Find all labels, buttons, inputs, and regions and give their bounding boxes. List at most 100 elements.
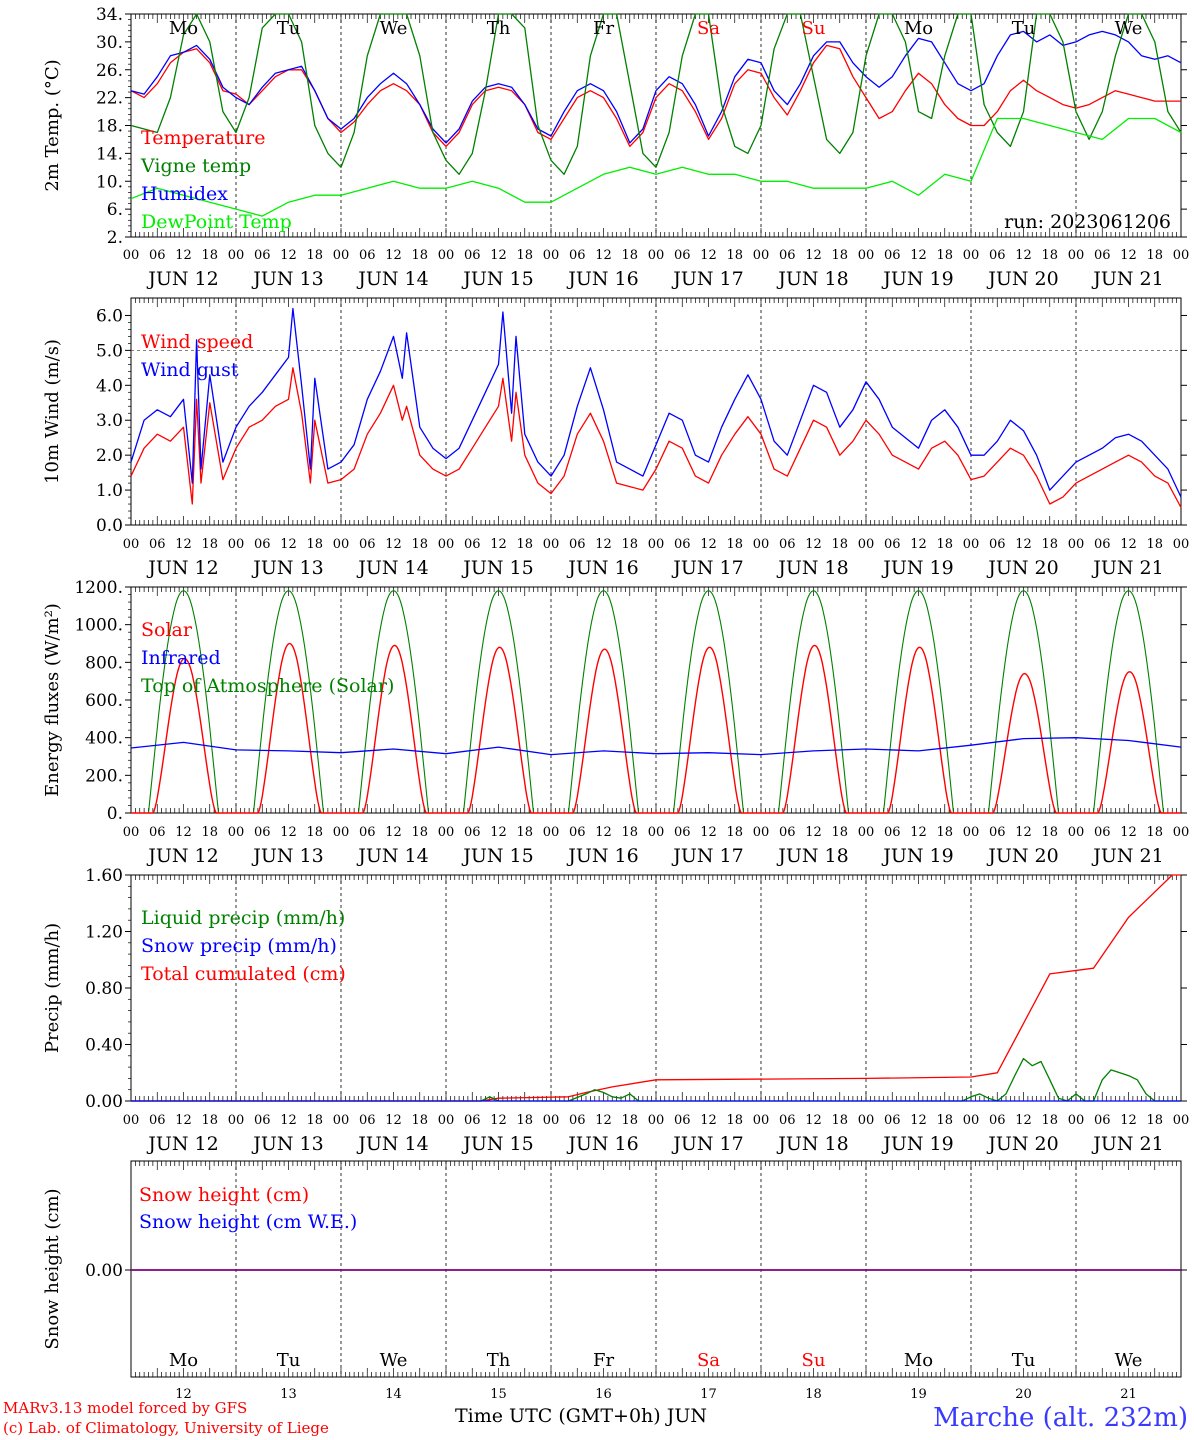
precip-hour-tick-label: 06: [779, 1113, 796, 1128]
temp-date-label: JUN 13: [251, 268, 323, 290]
energy-hour-tick-label: 12: [805, 825, 822, 840]
energy-hour-tick-label: 00: [438, 825, 455, 840]
snow-day-number: 15: [490, 1387, 507, 1402]
energy-hour-tick-label: 00: [228, 825, 245, 840]
temp-date-label: JUN 18: [776, 268, 848, 290]
precip-hour-tick-label: 00: [1173, 1113, 1190, 1128]
wind-hour-tick-label: 12: [595, 537, 612, 552]
energy-hour-tick-label: 00: [963, 825, 980, 840]
energy-hour-tick-label: 12: [700, 825, 717, 840]
wind-hour-tick-label: 18: [411, 537, 428, 552]
temp-hour-tick-label: 06: [359, 248, 376, 263]
temp-hour-tick-label: 06: [1094, 248, 1111, 263]
temp-hour-tick-label: 00: [1173, 248, 1190, 263]
footer-model: MARv3.13 model forced by GFS: [3, 1399, 247, 1417]
energy-hour-tick-label: 00: [648, 825, 665, 840]
precip-hour-tick-label: 18: [726, 1113, 743, 1128]
temp-y-axis-label: 2m Temp. (°C): [42, 59, 63, 191]
energy-date-label: JUN 17: [671, 845, 743, 867]
precip-legend-entry: Snow precip (mm/h): [141, 935, 337, 957]
wind-hour-tick-label: 18: [1146, 537, 1163, 552]
temp-hour-tick-label: 00: [228, 248, 245, 263]
energy-hour-tick-label: 00: [1173, 825, 1190, 840]
temp-hour-tick-label: 18: [306, 248, 323, 263]
temp-legend-entry: Humidex: [141, 183, 228, 205]
snow-day-number: 16: [595, 1387, 612, 1402]
energy-y-tick-label: 1200.: [74, 578, 123, 598]
wind-date-label: JUN 12: [146, 557, 218, 579]
energy-series-infrared: [130, 737, 1182, 756]
snow-day-abbrev: Sa: [697, 1350, 720, 1371]
energy-hour-tick-label: 00: [333, 825, 350, 840]
wind-hour-tick-label: 12: [700, 537, 717, 552]
wind-hour-tick-label: 18: [306, 537, 323, 552]
precip-hour-tick-label: 12: [280, 1113, 297, 1128]
energy-hour-tick-label: 18: [936, 825, 953, 840]
temp-day-abbrev: We: [380, 18, 408, 39]
temp-hour-tick-label: 12: [175, 248, 192, 263]
energy-date-label: JUN 12: [146, 845, 218, 867]
wind-hour-tick-label: 00: [543, 537, 560, 552]
temp-day-abbrev: Mo: [169, 18, 198, 39]
energy-hour-tick-label: 06: [254, 825, 271, 840]
wind-date-label: JUN 20: [986, 557, 1058, 579]
precip-date-label: JUN 14: [356, 1133, 428, 1155]
temp-date-label: JUN 20: [986, 268, 1058, 290]
temp-date-label: JUN 21: [1091, 268, 1163, 290]
precip-date-label: JUN 12: [146, 1133, 218, 1155]
temp-y-tick-label: 22.: [96, 89, 123, 109]
energy-hour-tick-label: 00: [543, 825, 560, 840]
precip-hour-tick-label: 12: [385, 1113, 402, 1128]
temp-hour-tick-label: 18: [1146, 248, 1163, 263]
snow-legend-entry: Snow height (cm): [139, 1184, 309, 1206]
temp-hour-tick-label: 06: [149, 248, 166, 263]
energy-legend-entry: Solar: [141, 619, 193, 641]
wind-y-tick-label: 2.0: [96, 446, 123, 466]
snow-day-abbrev: Fr: [593, 1350, 614, 1371]
precip-series-liquid-precip-mm-h-: [131, 1057, 1181, 1102]
temp-hour-tick-label: 00: [753, 248, 770, 263]
temp-hour-tick-label: 12: [490, 248, 507, 263]
snow-day-number: 18: [805, 1387, 822, 1402]
temp-legend-entry: Vigne temp: [140, 155, 251, 177]
footer-xlabel: Time UTC (GMT+0h) JUN: [455, 1405, 707, 1427]
precip-date-label: JUN 21: [1091, 1133, 1163, 1155]
wind-hour-tick-label: 00: [228, 537, 245, 552]
temp-hour-tick-label: 00: [123, 248, 140, 263]
wind-hour-tick-label: 06: [779, 537, 796, 552]
wind-panel: 0.0 1.0 2.0 3.0 4.0 5.0 6.0 10m Wind (m/s) 00 06 1…: [42, 297, 1189, 579]
wind-hour-tick-label: 00: [123, 537, 140, 552]
temp-hour-tick-label: 12: [1015, 248, 1032, 263]
temp-date-label: JUN 17: [671, 268, 743, 290]
wind-hour-tick-label: 12: [910, 537, 927, 552]
energy-hour-tick-label: 12: [280, 825, 297, 840]
energy-hour-tick-label: 18: [621, 825, 638, 840]
energy-hour-tick-label: 06: [464, 825, 481, 840]
precip-hour-tick-label: 18: [411, 1113, 428, 1128]
wind-date-label: JUN 17: [671, 557, 743, 579]
temp-hour-tick-label: 00: [543, 248, 560, 263]
snow-day-number: 17: [700, 1387, 717, 1402]
wind-date-label: JUN 13: [251, 557, 323, 579]
wind-date-label: JUN 21: [1091, 557, 1163, 579]
precip-hour-tick-label: 00: [1068, 1113, 1085, 1128]
energy-legend-entry: Infrared: [141, 647, 221, 669]
energy-hour-tick-label: 18: [411, 825, 428, 840]
wind-hour-tick-label: 06: [254, 537, 271, 552]
precip-hour-tick-label: 06: [674, 1113, 691, 1128]
temp-date-label: JUN 19: [881, 268, 953, 290]
temp-date-label: JUN 14: [356, 268, 428, 290]
temp-day-abbrev: Tu: [1012, 18, 1036, 39]
energy-date-label: JUN 18: [776, 845, 848, 867]
energy-date-label: JUN 20: [986, 845, 1058, 867]
temp-hour-tick-label: 18: [936, 248, 953, 263]
wind-hour-tick-label: 06: [1094, 537, 1111, 552]
snow-day-number: 21: [1120, 1387, 1137, 1402]
temp-hour-tick-label: 00: [333, 248, 350, 263]
temp-hour-tick-label: 18: [1041, 248, 1058, 263]
temp-day-abbrev: Mo: [904, 18, 933, 39]
snow-y-axis-label: Snow height (cm): [42, 1188, 63, 1349]
precip-hour-tick-label: 12: [1015, 1113, 1032, 1128]
temp-hour-tick-label: 00: [1068, 248, 1085, 263]
energy-hour-tick-label: 12: [490, 825, 507, 840]
